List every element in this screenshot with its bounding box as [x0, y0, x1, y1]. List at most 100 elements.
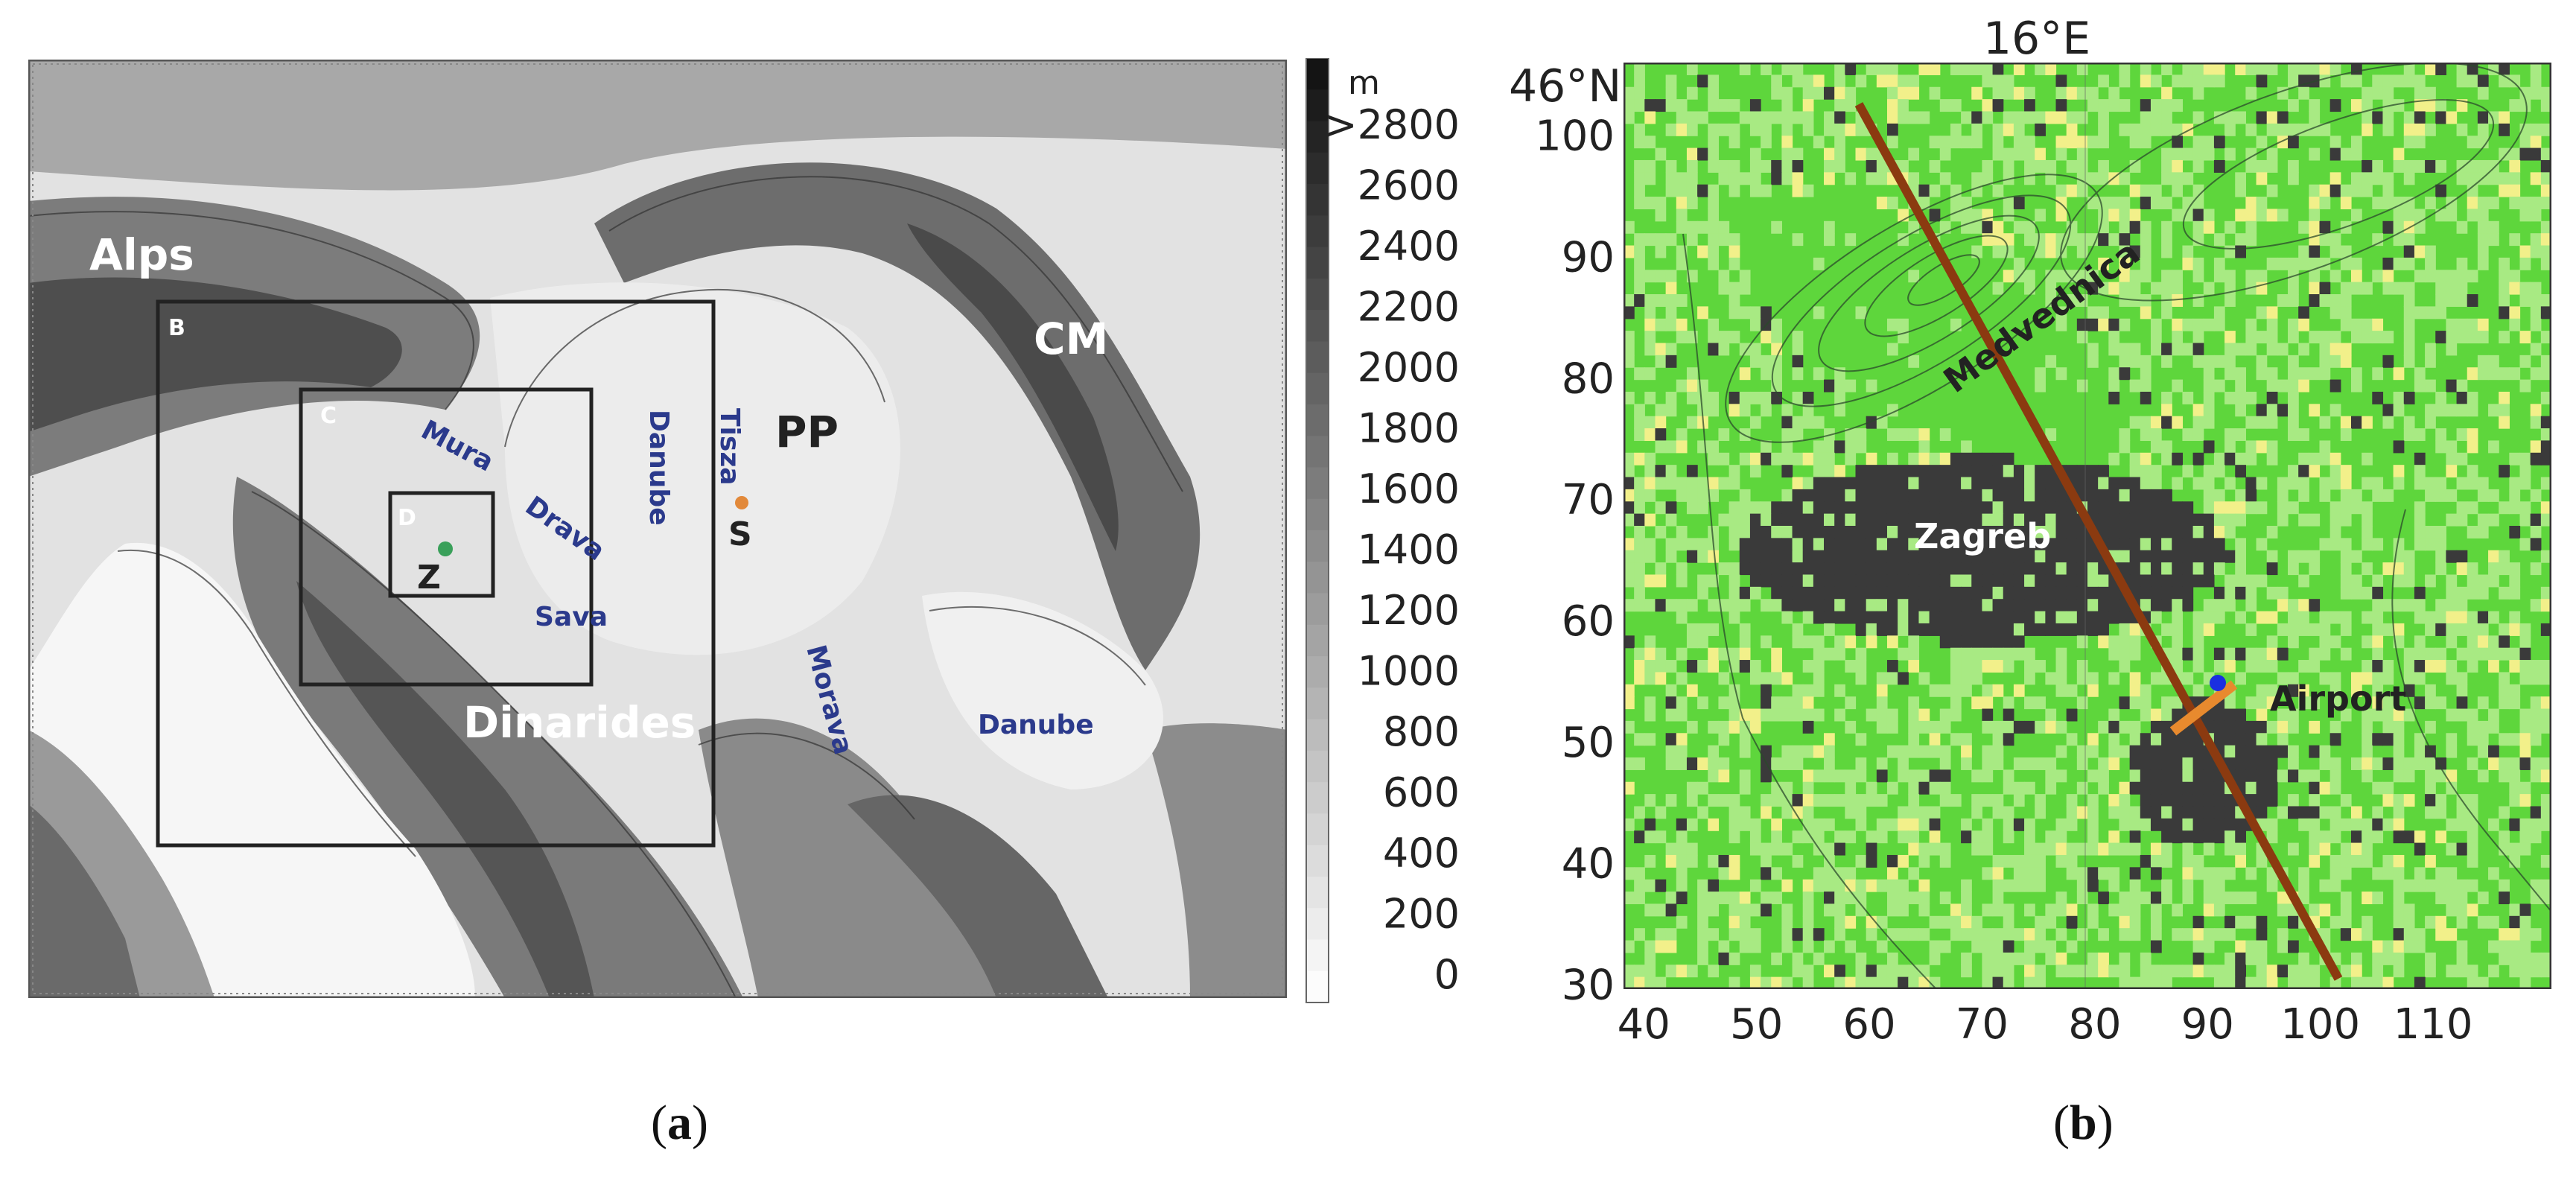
landuse-cell	[2467, 611, 2478, 624]
landuse-cell	[2414, 830, 2426, 844]
landuse-cell	[2256, 159, 2268, 173]
landuse-cell	[2488, 489, 2499, 502]
landuse-cell	[1855, 806, 1867, 819]
landuse-cell	[2393, 220, 2405, 234]
landuse-cell	[1813, 672, 1825, 685]
landuse-cell	[1802, 184, 1814, 197]
landuse-cell	[1886, 867, 1898, 880]
landuse-cell	[2182, 574, 2194, 588]
landuse-cell	[2024, 465, 2035, 478]
landuse-cell	[2150, 513, 2162, 527]
landuse-cell	[1908, 111, 1920, 124]
landuse-cell	[2488, 574, 2499, 588]
landuse-cell	[2467, 391, 2478, 404]
landuse-cell	[2509, 501, 2521, 515]
landuse-cell	[2362, 611, 2373, 624]
landuse-cell	[1697, 781, 1708, 795]
landuse-cell	[2213, 708, 2225, 722]
landuse-cell	[2235, 842, 2246, 856]
landuse-cell	[2213, 879, 2225, 892]
landuse-cell	[1729, 465, 1740, 478]
landuse-cell	[2235, 574, 2246, 588]
landuse-cell	[2119, 245, 2131, 258]
landuse-cell	[2329, 611, 2341, 624]
landuse-cell	[2340, 257, 2352, 270]
landuse-cell	[1644, 708, 1656, 722]
landuse-cell	[2150, 574, 2162, 588]
landuse-cell	[2309, 550, 2321, 563]
landuse-cell	[2288, 257, 2299, 270]
landuse-cell	[2372, 696, 2384, 710]
landuse-cell	[2530, 757, 2542, 770]
landuse-cell	[1665, 733, 1677, 746]
landuse-cell	[2277, 647, 2289, 661]
landuse-cell	[2182, 672, 2194, 685]
landuse-cell	[2161, 830, 2172, 844]
landuse-cell	[1781, 136, 1793, 149]
landuse-cell	[1686, 757, 1698, 770]
landuse-cell	[1676, 428, 1688, 442]
landuse-cell	[2003, 733, 2014, 746]
landuse-cell	[2329, 720, 2341, 734]
landuse-cell	[1813, 452, 1825, 466]
landuse-cell	[2362, 526, 2373, 538]
landuse-cell	[2435, 879, 2447, 892]
landuse-cell	[2277, 343, 2289, 356]
landuse-cell	[2013, 526, 2025, 538]
landuse-cell	[1876, 159, 1888, 173]
landuse-cell	[1908, 355, 1920, 368]
landuse-cell	[1982, 660, 1994, 673]
landuse-cell	[1992, 99, 2004, 112]
landuse-cell	[2213, 136, 2225, 149]
landuse-cell	[2456, 611, 2468, 624]
landuse-cell	[1644, 111, 1656, 124]
landuse-cell	[2319, 440, 2331, 454]
landuse-cell	[1845, 769, 1857, 783]
landuse-cell	[2540, 708, 2551, 722]
landuse-cell	[1792, 233, 1804, 247]
landuse-cell	[2140, 818, 2152, 831]
landuse-cell	[1961, 501, 1972, 515]
landuse-cell	[2150, 854, 2162, 868]
landuse-cell	[2003, 562, 2014, 576]
landuse-cell	[2035, 599, 2046, 612]
landuse-cell	[1686, 854, 1698, 868]
landuse-cell	[2087, 599, 2099, 612]
landuse-cell	[2245, 220, 2257, 234]
landuse-cell	[1918, 611, 1930, 624]
landuse-cell	[2499, 391, 2510, 404]
landuse-cell	[1718, 720, 1730, 734]
landuse-cell	[2329, 379, 2341, 393]
landuse-cell	[2350, 257, 2362, 270]
landuse-cell	[2319, 745, 2331, 758]
landuse-cell	[2425, 684, 2436, 697]
landuse-cell	[1623, 477, 1635, 490]
landuse-cell	[2435, 99, 2447, 112]
landuse-cell	[2129, 477, 2141, 490]
landuse-cell	[2108, 197, 2120, 210]
landuse-cell	[2119, 367, 2131, 381]
landuse-cell	[2298, 867, 2309, 880]
landuse-cell	[1982, 550, 1994, 563]
landuse-cell	[2140, 99, 2152, 112]
landuse-cell	[2161, 794, 2172, 807]
landuse-cell	[2319, 830, 2331, 844]
landuse-cell	[2203, 842, 2215, 856]
landuse-cell	[2213, 586, 2225, 600]
landuse-cell	[2403, 794, 2415, 807]
landuse-cell	[1771, 452, 1782, 466]
landuse-cell	[2288, 501, 2299, 515]
landuse-cell	[1855, 513, 1867, 527]
landuse-cell	[1908, 562, 1920, 576]
landuse-cell	[2129, 635, 2141, 649]
landuse-cell	[2098, 720, 2109, 734]
landuse-cell	[1961, 586, 1972, 600]
landuse-cell	[2435, 428, 2447, 442]
landuse-cell	[1834, 465, 1845, 478]
landuse-cell	[2362, 757, 2373, 770]
landuse-cell	[1992, 123, 2004, 136]
landuse-cell	[1886, 562, 1898, 576]
landuse-cell	[2540, 391, 2551, 404]
landuse-cell	[2076, 586, 2088, 600]
landuse-cell	[1824, 477, 1835, 490]
